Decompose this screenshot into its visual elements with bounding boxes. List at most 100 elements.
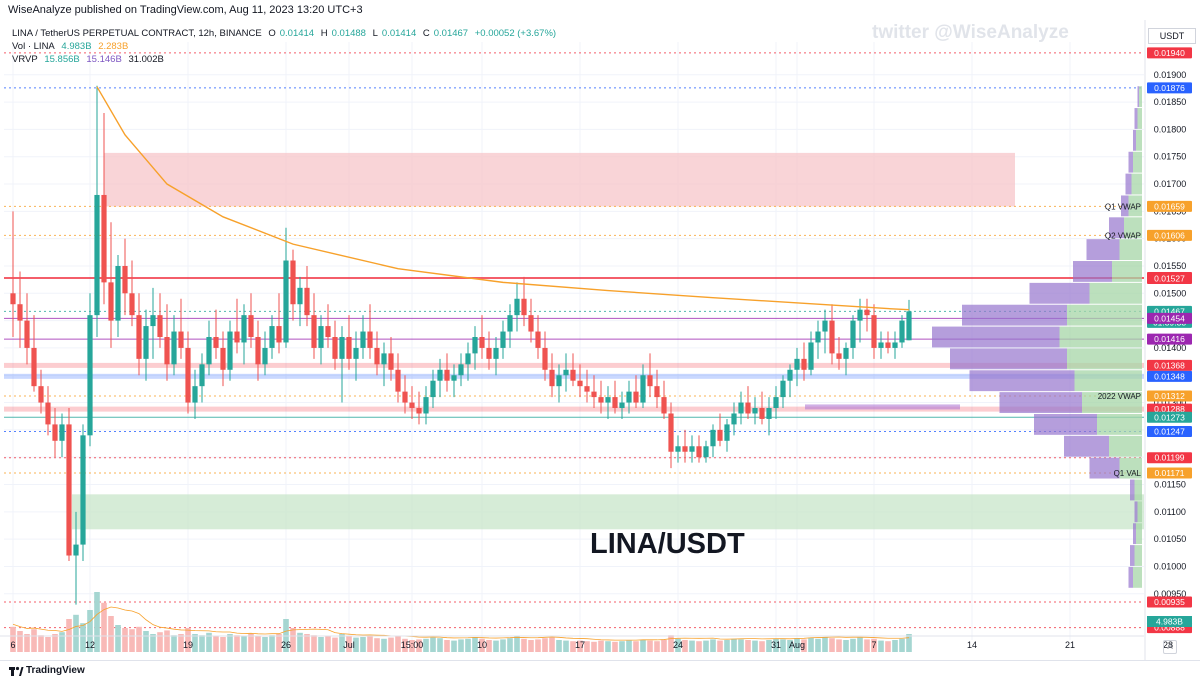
time-tick-label: 7 bbox=[871, 640, 876, 650]
time-tick-label: 12 bbox=[85, 640, 95, 650]
time-tick-label: Aug bbox=[789, 640, 805, 650]
volume-bar bbox=[591, 641, 597, 652]
vp-bar-down bbox=[1064, 435, 1109, 457]
level-tag-label: Q1 VAL bbox=[1114, 469, 1142, 478]
price-chart[interactable]: 0.00950 0.01000 0.01050 0.01100 0.01150 0.012… bbox=[0, 20, 1200, 660]
candle-body bbox=[52, 424, 58, 441]
volume-bar bbox=[521, 638, 527, 652]
candle-body bbox=[388, 353, 394, 370]
volume-bar bbox=[563, 640, 569, 652]
candle-body bbox=[619, 402, 625, 409]
price-tag-label: 0.01312 bbox=[1154, 391, 1185, 401]
price-tick-label: 0.01500 bbox=[1154, 288, 1187, 298]
candle-body bbox=[892, 342, 898, 348]
publish-text: WiseAnalyze published on TradingView.com… bbox=[8, 4, 363, 16]
candle-body bbox=[507, 315, 513, 332]
vp-bar-down bbox=[950, 348, 1067, 370]
candle-body bbox=[339, 337, 345, 359]
candle-body bbox=[605, 397, 611, 403]
time-tick-label: 6 bbox=[10, 640, 15, 650]
candle-body bbox=[437, 369, 443, 381]
volume-bar bbox=[626, 640, 632, 652]
volume-bar bbox=[150, 634, 156, 652]
volume-bar bbox=[367, 635, 373, 652]
vp-bar-up bbox=[1131, 173, 1142, 195]
candle-body bbox=[815, 331, 821, 343]
candle-body bbox=[346, 337, 352, 359]
candle-body bbox=[528, 315, 534, 332]
price-tag bbox=[1147, 312, 1192, 324]
candle-body bbox=[143, 326, 149, 359]
volume-bar bbox=[80, 623, 86, 652]
price-tag-label: 0.01288 bbox=[1154, 404, 1185, 414]
candle-body bbox=[304, 287, 310, 316]
tradingview-brand: TradingView bbox=[26, 665, 85, 676]
vp-bar-down bbox=[1134, 108, 1138, 129]
candle-body bbox=[780, 380, 786, 398]
candle-body bbox=[80, 435, 86, 545]
candle-body bbox=[577, 380, 583, 387]
volume-bar bbox=[171, 635, 177, 652]
price-tag-label: 0.01171 bbox=[1154, 468, 1184, 478]
candle-body bbox=[283, 260, 289, 343]
candle-body bbox=[17, 304, 23, 321]
candle-body bbox=[227, 331, 233, 370]
candle-body bbox=[836, 353, 842, 359]
volume-bar bbox=[262, 637, 268, 652]
candle-body bbox=[290, 260, 296, 305]
candle-body bbox=[822, 320, 828, 332]
currency-button[interactable]: USDT bbox=[1148, 28, 1196, 44]
volume-bar bbox=[717, 640, 723, 652]
volume-bar bbox=[31, 629, 37, 652]
vp-bar-down bbox=[1130, 479, 1135, 501]
candle-body bbox=[906, 311, 912, 341]
volume-bar bbox=[115, 625, 121, 652]
price-axis: 0.00950 0.01000 0.01050 0.01100 0.01150 0.012… bbox=[1098, 20, 1200, 660]
price-tag bbox=[1147, 426, 1192, 438]
volume-bar bbox=[290, 628, 296, 652]
volume-bar bbox=[206, 632, 212, 652]
volume-bar bbox=[500, 639, 506, 652]
time-tick-label: 21 bbox=[1065, 640, 1075, 650]
price-tag-label: 0.01940 bbox=[1154, 48, 1185, 58]
candle-body bbox=[787, 369, 793, 381]
candle-body bbox=[752, 408, 758, 414]
volume-bar bbox=[535, 639, 541, 652]
candle-body bbox=[423, 397, 429, 414]
candle-body bbox=[864, 309, 870, 316]
volume-bar bbox=[528, 640, 534, 652]
candle-body bbox=[486, 347, 492, 359]
volume-bar bbox=[374, 638, 380, 652]
vp-bar-up bbox=[1139, 86, 1142, 108]
price-tick-label: 0.01400 bbox=[1154, 343, 1187, 353]
auto-scale-button[interactable]: A bbox=[1163, 640, 1177, 654]
candle-body bbox=[178, 331, 184, 348]
vp-bar-up bbox=[1109, 435, 1142, 457]
volume-bar bbox=[318, 637, 324, 652]
candle-body bbox=[129, 293, 135, 316]
volume-bar bbox=[773, 638, 779, 652]
volume-tag-label: 4.983B bbox=[1156, 617, 1183, 627]
volume-bar bbox=[248, 634, 254, 652]
volume-bar bbox=[297, 632, 303, 652]
candle-body bbox=[458, 364, 464, 376]
candle-body bbox=[514, 298, 520, 316]
volume-bar bbox=[416, 639, 422, 652]
candle-body bbox=[647, 375, 653, 387]
candle-body bbox=[311, 315, 317, 348]
volume-bar bbox=[199, 635, 205, 652]
volume-bar bbox=[220, 637, 226, 652]
candle-body bbox=[24, 320, 30, 348]
legend-change: +0.00052 (+3.67%) bbox=[474, 28, 557, 39]
candle-body bbox=[829, 320, 835, 354]
price-tick-label: 0.01550 bbox=[1154, 261, 1187, 271]
candles-layer bbox=[10, 85, 912, 605]
vp-bar-down bbox=[1130, 545, 1135, 566]
time-tick-label: Jul bbox=[343, 640, 355, 650]
volume-bar bbox=[759, 641, 765, 652]
level-tag-label: 2022 VWAP bbox=[1098, 392, 1141, 401]
volume-bar bbox=[472, 637, 478, 652]
twitter-watermark: twitter @WiseAnalyze bbox=[872, 22, 1069, 43]
candle-body bbox=[234, 331, 240, 343]
candle-body bbox=[220, 347, 226, 370]
